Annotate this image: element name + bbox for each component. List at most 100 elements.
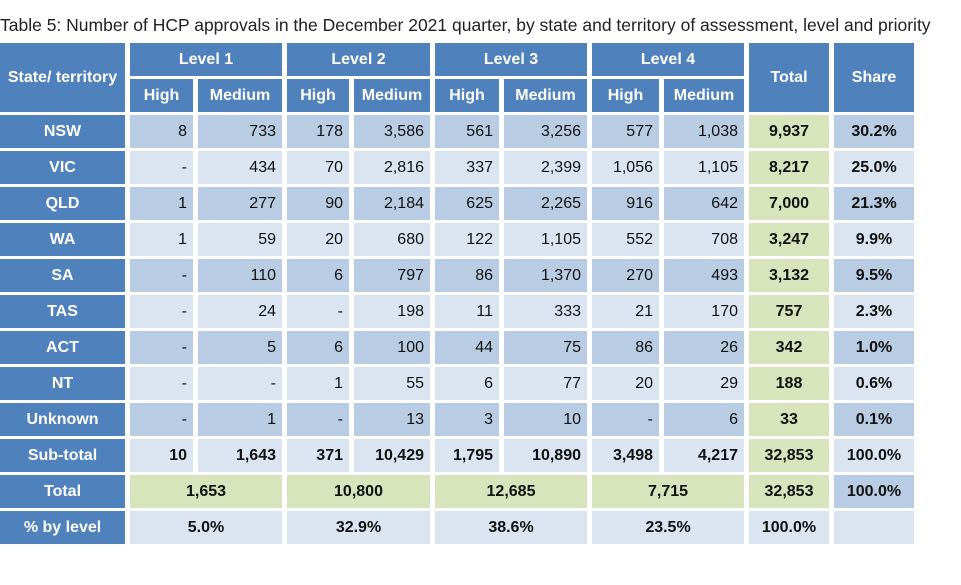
value-cell: 5 [198,331,282,364]
value-cell: 1,370 [504,259,587,292]
value-cell: 916 [592,187,659,220]
value-cell: 20 [287,223,349,256]
header-level-4: Level 4 [592,43,744,76]
header-level-3: Level 3 [435,43,587,76]
header-priority: Medium [198,79,282,112]
row-total: 32,853 [749,475,829,508]
table-row: TAS -24-198 11 333 21 170 757 2.3% [0,295,914,328]
value-cell: 680 [354,223,430,256]
value-cell: 577 [592,115,659,148]
value-cell: 21 [592,295,659,328]
row-state: Total [0,475,125,508]
value-cell: 6 [435,367,499,400]
value-cell: 3,498 [592,439,659,472]
value-cell: 10,890 [504,439,587,472]
pct-cell: 23.5% [592,511,744,544]
value-cell: 2,184 [354,187,430,220]
value-cell: 10 [504,403,587,436]
row-share: 100.0% [834,439,914,472]
value-cell: - [130,295,193,328]
header-state: State/ territory [0,43,125,112]
header-priority: High [435,79,499,112]
value-cell: 70 [287,151,349,184]
value-cell: 24 [198,295,282,328]
row-share: 21.3% [834,187,914,220]
value-cell: 20 [592,367,659,400]
row-total: 188 [749,367,829,400]
value-cell: 6 [287,259,349,292]
value-cell: 1,038 [664,115,744,148]
value-cell: 10,429 [354,439,430,472]
table-row: ACT -5 6 100 44 75 86 26 342 1.0% [0,331,914,364]
value-cell: 434 [198,151,282,184]
value-cell: 3,256 [504,115,587,148]
value-cell: - [130,367,193,400]
value-cell: 86 [435,259,499,292]
value-cell: 733 [198,115,282,148]
table-row: WA 1 59 20 680 122 1,105 552 708 3,247 9.9% [0,223,914,256]
table-title: Table 5: Number of HCP approvals in the … [0,15,931,35]
value-cell: 198 [354,295,430,328]
table-row: NT - -1 55 6 77 20 29 188 0.6% [0,367,914,400]
row-state: NSW [0,115,125,148]
value-cell: 86 [592,331,659,364]
header-priority: High [130,79,193,112]
value-cell: 2,816 [354,151,430,184]
row-state: WA [0,223,125,256]
row-total: 757 [749,295,829,328]
row-state: NT [0,367,125,400]
value-cell: - [287,295,349,328]
row-share: 1.0% [834,331,914,364]
table-row: NSW 8 733 178 3,586 561 3,256 577 1,038 9,937 30.2… [0,115,914,148]
value-cell: 1,105 [504,223,587,256]
level-total-cell: 7,715 [592,475,744,508]
header-total: Total [749,43,829,112]
value-cell: 75 [504,331,587,364]
header-priority: Medium [504,79,587,112]
value-cell: 625 [435,187,499,220]
level-total-row: Total 1,653 10,800 12,685 7,715 32,853 100.0% [0,475,914,508]
value-cell: 277 [198,187,282,220]
row-state: % by level [0,511,125,544]
header-level-1: Level 1 [130,43,282,76]
value-cell: 44 [435,331,499,364]
value-cell: 6 [664,403,744,436]
value-cell: 270 [592,259,659,292]
value-cell: - [130,259,193,292]
value-cell: 77 [504,367,587,400]
value-cell: 2,265 [504,187,587,220]
value-cell: 4,217 [664,439,744,472]
row-total: 33 [749,403,829,436]
row-share: 0.6% [834,367,914,400]
row-state: Sub-total [0,439,125,472]
row-total: 342 [749,331,829,364]
pct-cell: 32.9% [287,511,430,544]
table-row: VIC -434 70 2,816 337 2,399 1,056 1,105 8,217 25.… [0,151,914,184]
row-total: 7,000 [749,187,829,220]
row-share: 2.3% [834,295,914,328]
value-cell: 122 [435,223,499,256]
value-cell: 1,795 [435,439,499,472]
row-state: ACT [0,331,125,364]
value-cell: 1 [198,403,282,436]
value-cell: 13 [354,403,430,436]
row-total: 9,937 [749,115,829,148]
row-total: 3,132 [749,259,829,292]
value-cell: 3 [435,403,499,436]
value-cell: 1 [287,367,349,400]
header-priority: Medium [354,79,430,112]
row-total: 8,217 [749,151,829,184]
value-cell: 110 [198,259,282,292]
hcp-approvals-table: State/ territory Level 1 Level 2 Level 3… [0,40,919,547]
row-share: 9.5% [834,259,914,292]
value-cell: 1,105 [664,151,744,184]
row-share: 100.0% [834,475,914,508]
value-cell: 170 [664,295,744,328]
value-cell: - [130,151,193,184]
pct-cell: 38.6% [435,511,587,544]
value-cell: 642 [664,187,744,220]
value-cell: - [130,403,193,436]
value-cell: 26 [664,331,744,364]
level-total-cell: 1,653 [130,475,282,508]
header-priority: High [592,79,659,112]
